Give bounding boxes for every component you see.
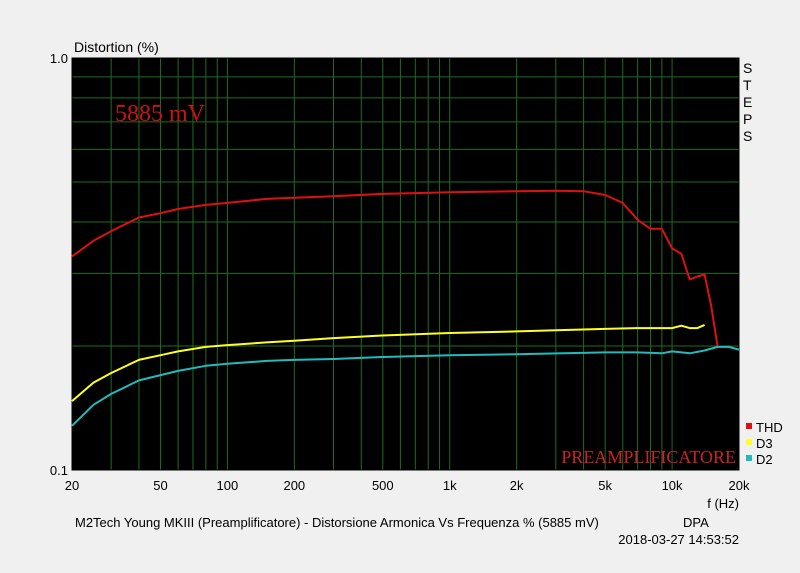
legend-swatch-thd <box>746 423 752 429</box>
x-tick-label: 500 <box>372 478 394 493</box>
y-axis-label: Distortion (%) <box>74 39 159 55</box>
x-tick-label: 200 <box>283 478 305 493</box>
x-tick-label: 20 <box>65 478 79 493</box>
voltage-annotation: 5885 mV <box>115 101 206 127</box>
side-label-char: T <box>743 77 752 93</box>
legend-label-thd: THD <box>756 420 783 435</box>
x-tick-label: 1k <box>443 478 457 493</box>
side-label-char: S <box>743 60 752 76</box>
y-tick-label: 0.1 <box>50 463 68 478</box>
series-line-d3 <box>71 323 706 402</box>
x-tick-label: 50 <box>153 478 167 493</box>
side-label-char: P <box>743 111 752 127</box>
x-tick-label: 10k <box>662 478 683 493</box>
series-line-d2 <box>71 345 740 427</box>
legend-label-d2: D2 <box>756 452 773 467</box>
side-label-char: E <box>743 94 752 110</box>
chart-footer-app: DPA <box>683 515 709 530</box>
series-line-thd <box>71 189 719 347</box>
x-tick-label: 20k <box>729 478 750 493</box>
y-tick-label: 1.0 <box>50 51 68 66</box>
chart-footer-timestamp: 2018-03-27 14:53:52 <box>618 532 739 547</box>
x-tick-label: 5k <box>598 478 612 493</box>
plot-frame <box>71 57 740 471</box>
legend-label-d3: D3 <box>756 436 773 451</box>
chart-footer-title: M2Tech Young MKIII (Preamplificatore) - … <box>75 515 599 530</box>
legend-swatch-d3 <box>746 439 752 445</box>
x-tick-label: 100 <box>217 478 239 493</box>
x-axis-label: f (Hz) <box>707 496 739 511</box>
x-tick-label: 2k <box>510 478 524 493</box>
legend-swatch-d2 <box>746 455 752 461</box>
watermark-text: PREAMPLIFICATORE <box>561 447 736 467</box>
side-label-char: S <box>743 128 752 144</box>
plot-area <box>72 58 739 470</box>
